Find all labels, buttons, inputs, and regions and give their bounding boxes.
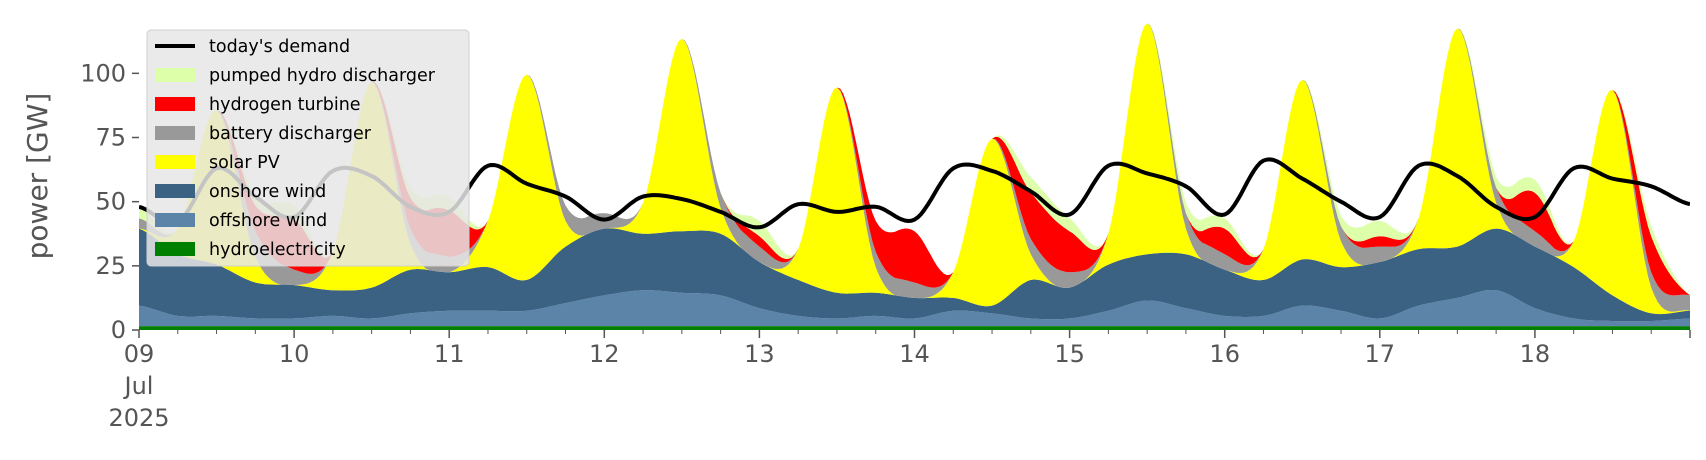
legend-swatch-hydrogen-turbine — [155, 97, 195, 111]
area-hydrogen-turbine — [139, 23, 1690, 296]
legend-swatch-battery-discharger — [155, 126, 195, 140]
legend: today's demand pumped hydro discharger hyd… — [146, 29, 470, 267]
y-tick-label: 0 — [111, 316, 126, 344]
legend-swatch-pumped-hydro-discharger — [155, 68, 195, 82]
area-battery-discharger — [139, 23, 1690, 312]
x-tick-label: 14 — [899, 340, 930, 368]
x-tick-label: 16 — [1209, 340, 1240, 368]
x-tick-label: 17 — [1365, 340, 1396, 368]
x-tick-label: 10 — [279, 340, 310, 368]
x-tick-label: Jul — [123, 372, 154, 400]
legend-label-today-s-demand: today's demand — [209, 37, 350, 57]
x-tick-label: 09 — [124, 340, 155, 368]
stacked-area-layer — [139, 23, 1690, 330]
legend-label-onshore-wind: onshore wind — [209, 182, 326, 202]
y-tick-label: 50 — [95, 188, 126, 216]
legend-swatch-offshore-wind — [155, 213, 195, 227]
area-hydroelectricity — [139, 326, 1690, 330]
legend-label-hydrogen-turbine: hydrogen turbine — [209, 95, 361, 115]
legend-swatch-solar-pv — [155, 155, 195, 169]
x-tick-label: 13 — [744, 340, 775, 368]
y-tick-label: 100 — [80, 59, 126, 87]
legend-label-offshore-wind: offshore wind — [209, 211, 327, 231]
x-tick-label: 11 — [434, 340, 465, 368]
area-solar-PV — [139, 23, 1690, 315]
y-axis-title: power [GW] — [21, 93, 54, 260]
x-tick-label: 12 — [589, 340, 620, 368]
legend-box — [146, 29, 470, 267]
legend-label-battery-discharger: battery discharger — [209, 124, 372, 144]
legend-swatch-hydroelectricity — [155, 242, 195, 256]
axes: 0 25 50 75 100 09 Jul 2025 10 11 12 13 14 15 16 17 18 — [80, 59, 1691, 432]
x-tick-label: 15 — [1054, 340, 1085, 368]
y-tick-label: 25 — [95, 252, 126, 280]
area-onshore-wind — [139, 228, 1690, 322]
legend-swatch-onshore-wind — [155, 184, 195, 198]
legend-label-hydroelectricity: hydroelectricity — [209, 240, 346, 260]
area-offshore-wind — [139, 290, 1690, 327]
legend-label-solar-pv: solar PV — [209, 153, 280, 173]
legend-label-pumped-hydro-discharger: pumped hydro discharger — [209, 66, 436, 86]
x-tick-label: 2025 — [108, 404, 169, 432]
y-tick-label: 75 — [95, 124, 126, 152]
x-tick-label: 18 — [1520, 340, 1551, 368]
